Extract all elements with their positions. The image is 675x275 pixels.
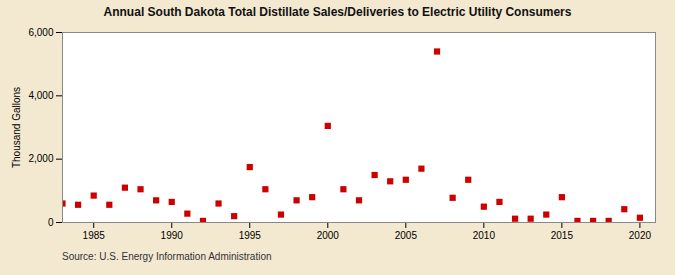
svg-text:2015: 2015 xyxy=(551,230,574,241)
svg-text:1990: 1990 xyxy=(161,230,184,241)
svg-text:1985: 1985 xyxy=(83,230,106,241)
svg-text:6,000: 6,000 xyxy=(28,27,53,38)
svg-text:2010: 2010 xyxy=(473,230,496,241)
svg-text:2020: 2020 xyxy=(629,230,652,241)
svg-text:1995: 1995 xyxy=(239,230,262,241)
html-text:Source: U.S. Energy Informatio: Source: U.S. Energy Information Administ… xyxy=(62,251,272,262)
svg-text:2,000: 2,000 xyxy=(28,153,53,164)
svg-text:2000: 2000 xyxy=(317,230,340,241)
html-text:Annual South Dakota Total Dist: Annual South Dakota Total Distillate Sal… xyxy=(103,5,572,19)
svg-text:0: 0 xyxy=(48,217,54,228)
svg-text:2005: 2005 xyxy=(395,230,418,241)
svg-text:Thousand Gallons: Thousand Gallons xyxy=(11,87,22,168)
svg-text:4,000: 4,000 xyxy=(28,90,53,101)
